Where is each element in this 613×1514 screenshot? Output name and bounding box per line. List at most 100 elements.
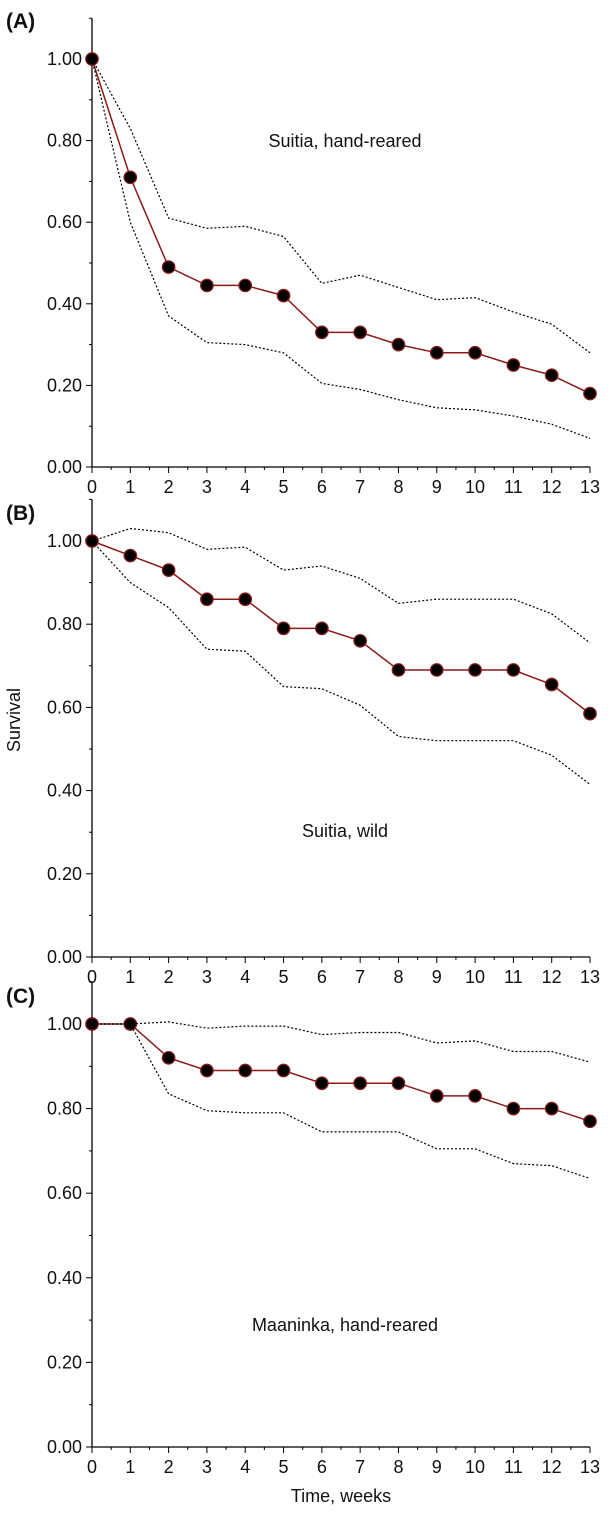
x-tick-label: 1: [125, 1457, 135, 1477]
confidence-lower-line: [91, 58, 591, 439]
x-tick-label: 6: [317, 1457, 327, 1477]
chart-panel-a: 0.000.200.400.600.801.000 1 2 3 4 5 6 7 8 9 10 11 12…: [6, 10, 600, 497]
survival-point: [238, 592, 253, 607]
x-tick-label: 10: [465, 967, 485, 987]
survival-point: [353, 633, 368, 648]
x-tick-label: 6: [317, 967, 327, 987]
survival-point: [506, 663, 521, 677]
x-tick-label: 5: [279, 477, 289, 497]
y-axis-title: Survival: [4, 688, 24, 752]
x-tick-label: 8: [393, 477, 403, 497]
x-tick-label: 12: [542, 1457, 562, 1477]
survival-point: [161, 1050, 176, 1065]
y-tick-label: 0.20: [47, 864, 82, 884]
y-tick-label: 1.00: [47, 49, 82, 69]
survival-point: [276, 1063, 291, 1078]
survival-point: [276, 288, 291, 303]
survival-point: [429, 1089, 444, 1103]
x-tick-label: 11: [504, 967, 523, 987]
survival-point: [391, 663, 406, 677]
confidence-upper-line: [91, 58, 591, 354]
survival-point: [544, 1101, 559, 1116]
survival-point: [391, 1076, 406, 1091]
x-tick-label: 3: [202, 1457, 212, 1477]
y-tick-label: 0.60: [47, 697, 82, 717]
x-tick-label: 9: [432, 477, 442, 497]
y-tick-label: 1.00: [47, 1014, 82, 1034]
survival-point: [123, 170, 138, 185]
survival-point: [391, 337, 406, 352]
survival-point: [468, 1089, 482, 1103]
survival-point: [583, 1114, 597, 1129]
survival-point: [200, 278, 214, 293]
x-tick-label: 11: [504, 477, 523, 497]
x-tick-label: 7: [355, 477, 365, 497]
x-tick-label: 13: [580, 477, 600, 497]
survival-point: [314, 325, 329, 340]
survival-point: [161, 563, 176, 577]
x-tick-label: 2: [164, 1457, 174, 1477]
x-tick-label: 3: [202, 477, 212, 497]
y-tick-label: 0.60: [47, 1183, 82, 1203]
x-tick-label: 8: [393, 1457, 403, 1477]
x-axis-title: Time, weeks: [291, 1486, 391, 1506]
y-tick-label: 0.40: [47, 781, 82, 801]
y-tick-label: 0.20: [47, 375, 82, 395]
x-tick-label: 0: [87, 1457, 97, 1477]
x-tick-label: 2: [164, 477, 174, 497]
y-tick-label: 0.00: [47, 947, 82, 967]
x-tick-label: 4: [240, 477, 250, 497]
survival-point: [238, 278, 253, 293]
panel-label: (A): [6, 10, 35, 33]
survival-point: [161, 260, 176, 274]
y-tick-label: 0.60: [47, 212, 82, 232]
panel-annotation: Suitia, hand-reared: [268, 131, 421, 151]
x-tick-label: 4: [240, 1457, 250, 1477]
survival-point: [200, 592, 214, 607]
survival-point: [468, 663, 482, 677]
panel-annotation: Maaninka, hand-reared: [252, 1315, 438, 1335]
x-tick-label: 12: [542, 477, 562, 497]
x-tick-label: 13: [580, 1457, 600, 1477]
x-tick-label: 12: [542, 967, 562, 987]
confidence-lower-line: [91, 540, 591, 785]
y-tick-label: 0.00: [47, 457, 82, 477]
panel-label: (C): [6, 985, 35, 1008]
x-tick-label: 7: [355, 967, 365, 987]
x-tick-label: 5: [279, 1457, 289, 1477]
survival-point: [353, 325, 368, 340]
survival-point: [429, 345, 444, 360]
survival-point: [429, 663, 444, 677]
x-tick-label: 1: [125, 967, 135, 987]
x-tick-label: 3: [202, 967, 212, 987]
y-tick-label: 1.00: [47, 531, 82, 551]
chart-panel-b: 0.000.200.400.600.801.000 1 2 3 4 5 6 7 8 9 10 11 12…: [6, 498, 600, 987]
x-tick-label: 11: [504, 1457, 523, 1477]
x-tick-label: 13: [580, 967, 600, 987]
survival-point: [123, 548, 138, 563]
y-tick-label: 0.80: [47, 614, 82, 634]
x-tick-label: 0: [87, 477, 97, 497]
x-tick-label: 10: [465, 477, 485, 497]
panel-annotation: Suitia, wild: [302, 821, 388, 841]
y-tick-label: 0.80: [47, 1099, 82, 1119]
panel-label: (B): [6, 502, 35, 525]
x-tick-label: 9: [432, 1457, 442, 1477]
y-tick-label: 0.00: [47, 1437, 82, 1457]
x-tick-label: 6: [317, 477, 327, 497]
survival-point: [506, 1101, 521, 1116]
survival-point: [506, 358, 521, 372]
chart-panel-c: 0.000.200.400.600.801.000 1 2 3 4 5 6 7 8 9 10 11 12…: [6, 981, 600, 1506]
survival-point: [468, 345, 482, 360]
survival-point: [544, 368, 559, 383]
survival-point: [583, 386, 597, 401]
y-tick-label: 0.40: [47, 294, 82, 314]
confidence-lower-line: [92, 1023, 591, 1179]
survival-point: [314, 1076, 329, 1091]
survival-point: [200, 1063, 214, 1078]
x-tick-label: 5: [279, 967, 289, 987]
x-tick-label: 4: [240, 967, 250, 987]
x-tick-label: 7: [355, 1457, 365, 1477]
survival-point: [276, 621, 291, 636]
